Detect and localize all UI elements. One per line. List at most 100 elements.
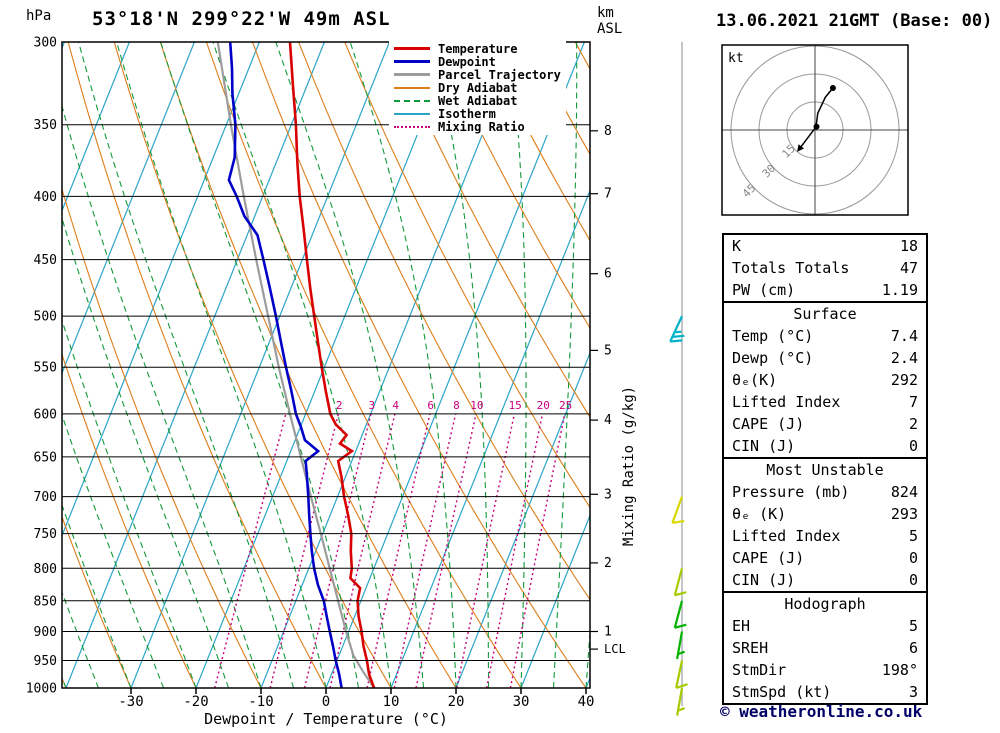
- mixing-ratio-value-labels: 2 3 4 6 8 10 15 20 25: [336, 399, 572, 412]
- wind-barb: [675, 660, 688, 689]
- hodograph-point: [813, 123, 820, 130]
- svg-text:700: 700: [34, 490, 57, 505]
- table-row: StmDir 198°: [724, 659, 926, 681]
- mixing-ratio-lines: [214, 413, 566, 688]
- indices-table: K 18 Totals Totals 47 PW (cm) 1.19: [724, 235, 926, 301]
- table-label: Dewp (°C): [732, 349, 814, 367]
- svg-text:-30: -30: [118, 694, 143, 710]
- svg-text:1: 1: [604, 625, 612, 640]
- svg-text:300: 300: [34, 36, 57, 51]
- dewpoint-line-swatch: [394, 60, 430, 63]
- table-label: θₑ (K): [732, 505, 787, 523]
- svg-text:4: 4: [392, 399, 399, 412]
- table-value: 7: [908, 393, 918, 411]
- hodograph-arrow: [797, 144, 805, 152]
- hodograph-table: Hodograph EH 5 SREH 6 StmDir 198° StmSpd…: [724, 591, 926, 703]
- isotherm-line-swatch: [394, 112, 430, 115]
- svg-text:850: 850: [34, 594, 57, 609]
- svg-text:600: 600: [34, 407, 57, 422]
- temperature-line-swatch: [394, 47, 430, 50]
- lcl-label: LCL: [604, 642, 626, 656]
- legend-label: Parcel Trajectory: [438, 67, 561, 82]
- table-value: 5: [908, 617, 918, 635]
- legend-label: Temperature: [438, 41, 518, 56]
- wind-barb: [671, 496, 685, 524]
- wind-barb: [676, 631, 685, 660]
- wet-adiabat-line-swatch: [394, 99, 430, 102]
- legend-label: Mixing Ratio: [438, 119, 525, 134]
- table-label: Lifted Index: [732, 527, 841, 545]
- legend-label: Dry Adiabat: [438, 80, 518, 95]
- table-value: 0: [908, 571, 918, 589]
- table-row: Dewp (°C) 2.4: [724, 347, 926, 369]
- svg-text:20: 20: [537, 399, 550, 412]
- table-value: 824: [890, 483, 918, 501]
- table-label: θₑ(K): [732, 371, 778, 389]
- svg-text:6: 6: [604, 267, 612, 282]
- svg-text:5: 5: [604, 343, 612, 358]
- surface-table: Surface Temp (°C) 7.4 Dewp (°C) 2.4 θₑ(K…: [724, 301, 926, 457]
- surface-table-title: Surface: [793, 305, 857, 323]
- table-label: Pressure (mb): [732, 483, 850, 501]
- sounding-parameter-tables: K 18 Totals Totals 47 PW (cm) 1.19 Surfa…: [722, 233, 928, 705]
- table-row: θₑ (K) 293: [724, 503, 926, 525]
- table-row: K 18: [724, 235, 926, 257]
- temp-axis-label: Dewpoint / Temperature (°C): [204, 710, 448, 728]
- svg-text:3: 3: [368, 399, 375, 412]
- table-label: StmSpd (kt): [732, 683, 832, 701]
- svg-text:30: 30: [513, 694, 530, 710]
- svg-text:550: 550: [34, 361, 57, 376]
- svg-text:8: 8: [453, 399, 460, 412]
- plot-border: [61, 41, 591, 689]
- table-label: Lifted Index: [732, 393, 841, 411]
- svg-text:8: 8: [604, 124, 612, 139]
- table-row: CAPE (J) 2: [724, 413, 926, 435]
- legend-item-temperature: Temperature: [394, 41, 561, 56]
- table-label: SREH: [732, 639, 769, 657]
- parcel-line-swatch: [394, 73, 430, 76]
- svg-text:450: 450: [34, 253, 57, 268]
- legend-label: Wet Adiabat: [438, 93, 518, 108]
- table-label: CIN (J): [732, 437, 796, 455]
- table-value: 3: [908, 683, 918, 701]
- svg-text:750: 750: [34, 527, 57, 542]
- legend-item-dry-adiabat: Dry Adiabat: [394, 80, 561, 95]
- svg-text:0: 0: [322, 694, 330, 710]
- svg-text:10: 10: [470, 399, 483, 412]
- table-value: 2.4: [890, 349, 918, 367]
- legend-item-isotherm: Isotherm: [394, 107, 561, 121]
- run-date-title: 13.06.2021 21GMT (Base: 00): [716, 11, 993, 31]
- table-value: 198°: [881, 661, 918, 679]
- svg-text:2: 2: [604, 556, 612, 571]
- svg-text:10: 10: [383, 694, 400, 710]
- height-axis-unit-asl: ASL: [597, 21, 623, 37]
- legend-item-parcel: Parcel Trajectory: [394, 67, 561, 82]
- mixing-ratio-line-swatch: [394, 125, 430, 128]
- table-row: StmSpd (kt) 3: [724, 681, 926, 703]
- table-value: 5: [908, 527, 918, 545]
- svg-text:650: 650: [34, 450, 57, 465]
- svg-text:3: 3: [604, 487, 612, 502]
- wind-barb: [676, 687, 685, 716]
- svg-text:2: 2: [336, 399, 343, 412]
- table-row: CIN (J) 0: [724, 435, 926, 457]
- svg-text:6: 6: [427, 399, 434, 412]
- copyright: © weatheronline.co.uk: [720, 702, 923, 721]
- most-unstable-table: Most Unstable Pressure (mb) 824 θₑ (K) 2…: [724, 457, 926, 591]
- temperature-line: [288, 42, 376, 688]
- svg-text:500: 500: [34, 310, 57, 325]
- wind-barb: [673, 600, 687, 629]
- table-value: 0: [908, 549, 918, 567]
- svg-text:1000: 1000: [26, 682, 57, 697]
- table-row: Lifted Index 5: [724, 525, 926, 547]
- pressure-tick-labels: 300 350 400 450 500 550 600 650 700 750 800 850 900 9…: [26, 36, 57, 697]
- svg-text:-10: -10: [248, 694, 273, 710]
- table-label: CAPE (J): [732, 549, 805, 567]
- table-row: PW (cm) 1.19: [724, 279, 926, 301]
- svg-text:900: 900: [34, 625, 57, 640]
- table-row: θₑ(K) 292: [724, 369, 926, 391]
- legend-label: Dewpoint: [438, 54, 496, 69]
- height-axis-ticks: 8 7 6 5 4 3 2 1 LCL: [590, 124, 626, 656]
- svg-text:20: 20: [448, 694, 465, 710]
